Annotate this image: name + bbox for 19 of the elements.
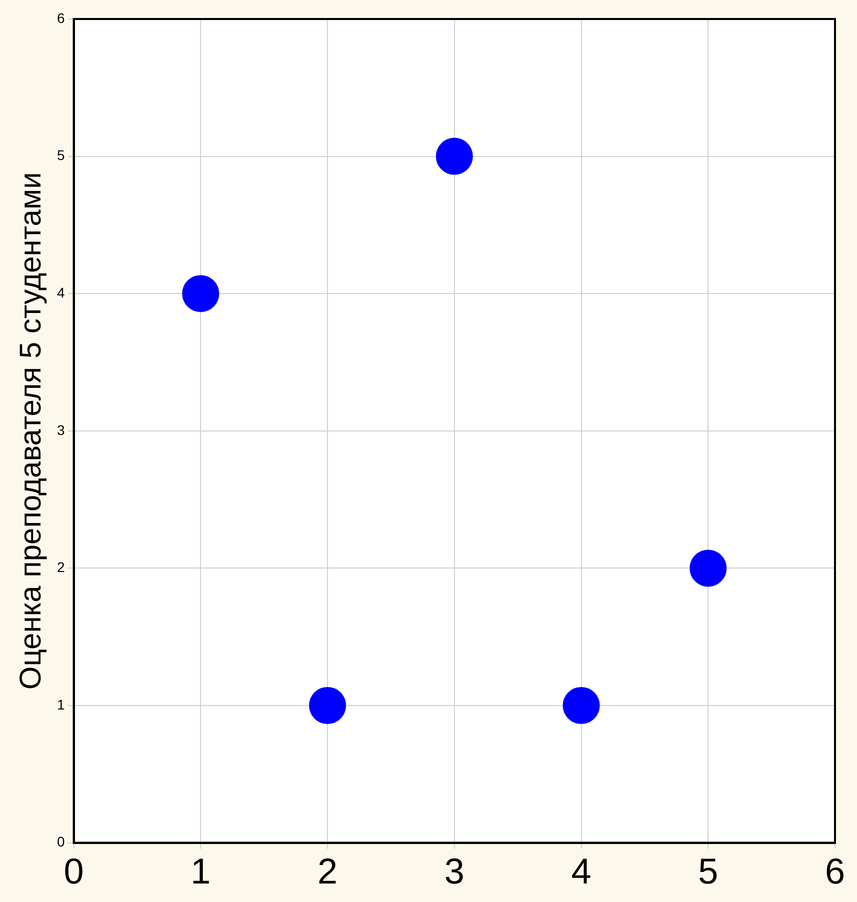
- y-axis-title: Оценка преподавателя 5 студентами: [14, 172, 48, 690]
- y-tick-label: 4: [56, 284, 65, 300]
- x-tick-label: 4: [571, 850, 592, 892]
- y-tick-label: 6: [56, 10, 65, 26]
- x-tick-label: 1: [190, 850, 211, 892]
- y-tick-label: 1: [56, 696, 65, 712]
- y-tick-label: 0: [56, 834, 65, 850]
- y-tick-label: 2: [56, 559, 65, 576]
- point: [690, 550, 727, 587]
- x-tick-label: 2: [318, 850, 338, 892]
- point: [182, 275, 220, 312]
- y-tick-label: 5: [56, 147, 65, 164]
- point: [562, 687, 600, 724]
- x-tick-label: 3: [444, 850, 464, 892]
- point: [436, 138, 473, 175]
- y-tick-label: 3: [56, 422, 65, 438]
- x-tick-label: 6: [824, 850, 846, 892]
- x-tick-label: 5: [698, 850, 718, 892]
- point: [309, 687, 346, 724]
